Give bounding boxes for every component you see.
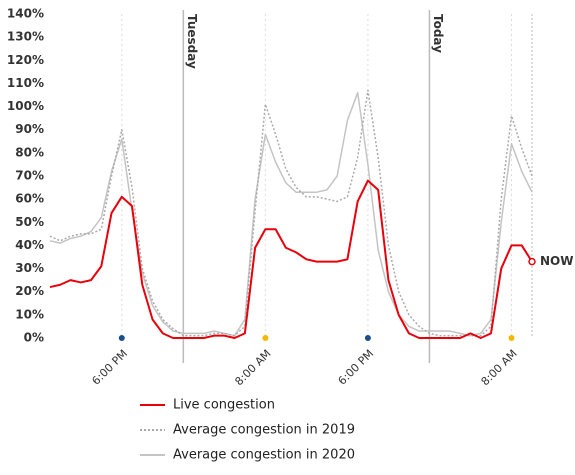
series-line [49, 89, 533, 337]
x-tick-label: 6:00 PM [336, 347, 377, 388]
time-dot [508, 335, 515, 341]
x-tick-label: 8:00 AM [232, 347, 273, 388]
legend-label: Live congestion [173, 398, 275, 413]
time-dot [364, 335, 371, 341]
legend-label: Average congestion in 2020 [173, 448, 355, 463]
x-tick-label: 8:00 AM [479, 347, 520, 388]
y-tick-label: 40% [15, 238, 44, 252]
series-line [49, 91, 533, 337]
y-tick-label: 70% [15, 169, 44, 183]
time-dot [118, 335, 125, 341]
y-tick-label: 10% [15, 307, 44, 321]
y-tick-label: 30% [15, 261, 44, 275]
y-tick-label: 50% [15, 215, 44, 229]
day-label: Today [431, 14, 445, 53]
time-dot [262, 335, 269, 341]
y-tick-label: 0% [24, 331, 44, 345]
y-tick-label: 130% [7, 30, 44, 44]
y-tick-label: 100% [7, 99, 44, 113]
y-tick-label: 110% [7, 76, 44, 90]
y-tick-label: 80% [15, 145, 44, 159]
now-label: NOW [540, 254, 573, 268]
y-tick-label: 20% [15, 284, 44, 298]
y-tick-label: 140% [7, 7, 44, 21]
y-tick-label: 90% [15, 122, 44, 136]
series-line [49, 179, 533, 339]
y-tick-label: 120% [7, 53, 44, 67]
x-tick-label: 6:00 PM [89, 347, 130, 388]
y-tick-label: 60% [15, 192, 44, 206]
legend-label: Average congestion in 2019 [173, 423, 355, 438]
now-point [528, 257, 536, 266]
day-label: Tuesday [185, 14, 199, 69]
